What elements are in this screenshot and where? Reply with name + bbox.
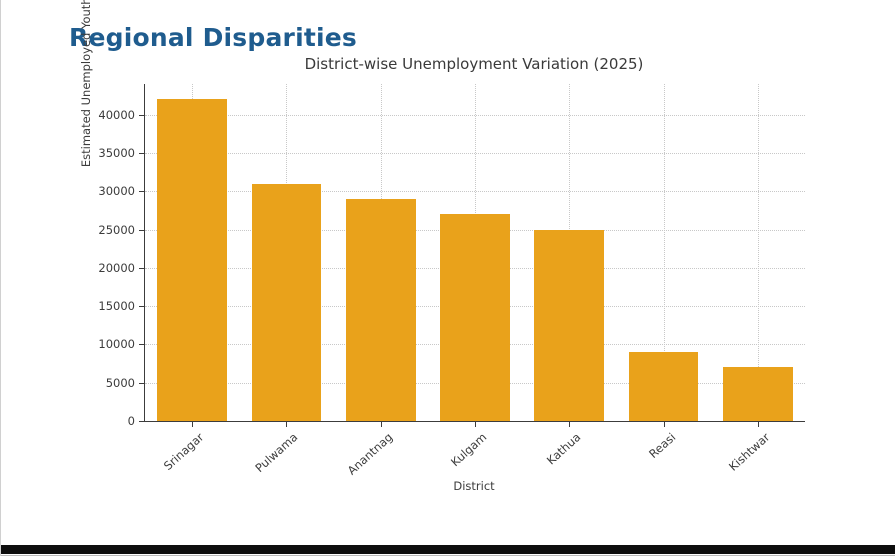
x-tick-label: Anantnag: [344, 430, 396, 478]
slide-footer-bar: [1, 545, 895, 554]
x-tick-mark: [286, 422, 288, 427]
x-tick-mark: [192, 422, 194, 427]
x-tick-mark: [569, 422, 571, 427]
x-tick-label: Reasi: [645, 430, 678, 462]
y-tick-mark: [139, 267, 144, 269]
y-tick-mark: [139, 382, 144, 384]
y-tick-label: 15000: [98, 299, 135, 314]
bar-kulgam: [440, 214, 510, 421]
x-tick-label: Kathua: [544, 430, 584, 468]
bar-chart: District-wise Unemployment Variation (20…: [1, 0, 895, 520]
x-tick-label: Kulgam: [448, 430, 490, 470]
plot-area: 0 5000 10000 15000 20000 25000 30000 35000 40000…: [98, 84, 805, 478]
y-tick-mark: [139, 306, 144, 308]
bar-srinagar: [157, 99, 228, 421]
y-tick-label: 35000: [98, 145, 135, 160]
y-tick-label: 40000: [98, 107, 135, 122]
x-tick-mark: [757, 422, 759, 427]
bar-reasi: [628, 352, 699, 421]
v-gridline: [663, 84, 665, 421]
x-tick-mark: [380, 422, 382, 427]
y-tick-mark: [139, 152, 144, 154]
y-axis-label: Estimated Unemployed Youth: [79, 0, 93, 168]
x-tick-mark: [475, 422, 476, 427]
y-tick-label: 10000: [98, 337, 135, 352]
y-tick-label: 5000: [105, 375, 135, 390]
x-tick-mark: [663, 422, 665, 427]
y-tick-label: 30000: [98, 184, 135, 199]
y-tick-mark: [139, 191, 144, 193]
bar-kathua: [534, 229, 605, 421]
x-axis-label: District: [453, 479, 495, 493]
bar-kishtwar: [722, 367, 793, 421]
y-tick-label: 20000: [98, 260, 135, 275]
page-title: Regional Disparities: [69, 22, 358, 52]
y-tick-label: 25000: [98, 222, 135, 237]
bar-pulwama: [251, 183, 322, 421]
x-tick-label: Pulwama: [252, 430, 301, 476]
bar-anantnag: [345, 198, 416, 421]
y-tick-mark: [139, 229, 144, 231]
chart-title: District-wise Unemployment Variation (20…: [304, 55, 644, 73]
y-tick-label: 0: [127, 414, 135, 428]
x-tick-label: Srinagar: [160, 430, 207, 473]
y-tick-mark: [139, 421, 144, 422]
v-gridline: [757, 84, 759, 421]
y-tick-mark: [139, 114, 144, 116]
y-tick-mark: [139, 344, 144, 346]
x-tick-label: Kishtwar: [725, 430, 773, 474]
